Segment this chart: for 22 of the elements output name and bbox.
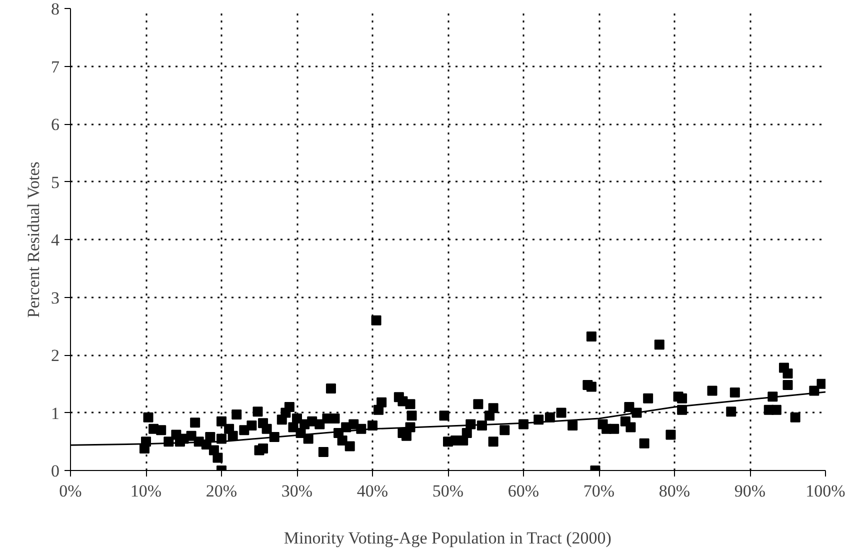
- y-tick-label: 0: [51, 462, 60, 480]
- x-tick-label: 50%: [432, 482, 464, 500]
- y-tick-label: 5: [51, 172, 60, 192]
- x-tick-label: 90%: [734, 482, 766, 500]
- y-tick-label: 8: [51, 0, 60, 18]
- y-tick-label: 1: [51, 404, 60, 423]
- x-tick-label: 0%: [59, 482, 82, 500]
- x-tick-label: 40%: [356, 482, 388, 500]
- x-tick-label: 100%: [806, 482, 846, 500]
- x-tick-label: 70%: [583, 482, 615, 500]
- y-tick-label: 2: [51, 346, 60, 365]
- y-axis-title: Percent Residual Votes: [24, 162, 43, 318]
- y-tick-label: 7: [51, 57, 60, 76]
- x-tick-label: 20%: [206, 482, 238, 500]
- y-tick-label: 4: [51, 230, 60, 250]
- x-axis-title: Minority Voting-Age Population in Tract (2000): [284, 528, 612, 548]
- x-tick-label: 10%: [130, 482, 162, 500]
- y-tick-label: 3: [51, 288, 60, 308]
- y-tick-label: 6: [51, 115, 60, 134]
- x-tick-label: 80%: [658, 482, 690, 500]
- x-tick-label: 60%: [508, 482, 540, 500]
- x-tick-label: 30%: [281, 482, 313, 500]
